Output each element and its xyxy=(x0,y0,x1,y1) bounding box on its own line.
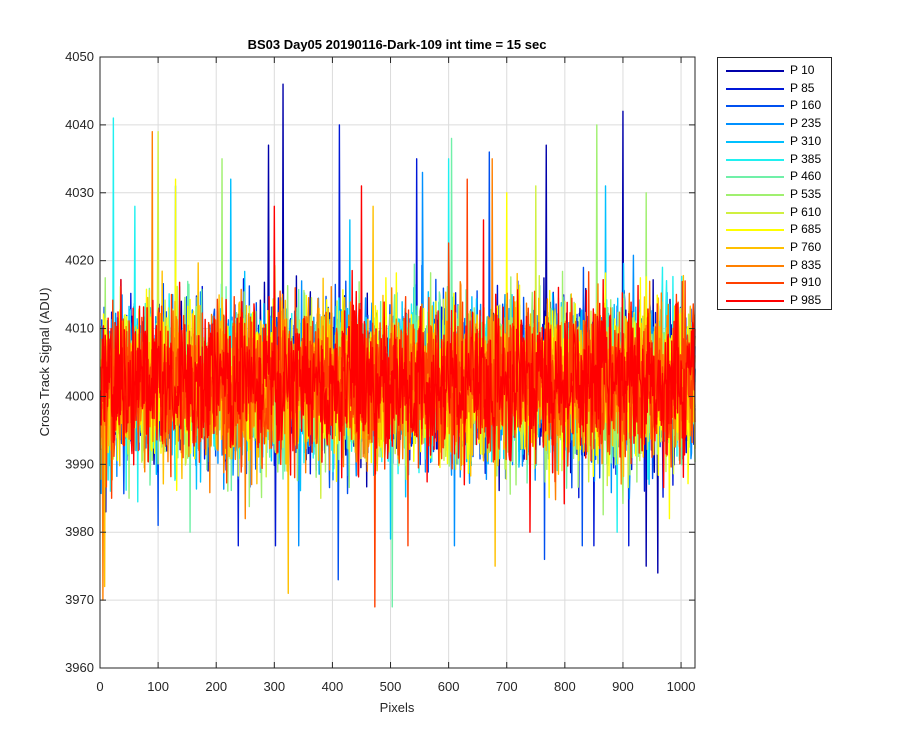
legend-item: P 385 xyxy=(724,151,828,168)
legend-label: P 235 xyxy=(790,116,822,131)
x-tick-label: 800 xyxy=(554,679,576,694)
legend-item: P 85 xyxy=(724,80,828,97)
x-tick-label: 1000 xyxy=(667,679,696,694)
legend-swatch xyxy=(726,70,784,72)
legend-label: P 760 xyxy=(790,240,822,254)
legend-item: P 985 xyxy=(724,292,828,309)
legend-swatch xyxy=(726,158,784,161)
series-line-p-985 xyxy=(99,185,696,533)
y-tick-label: 3970 xyxy=(65,592,94,607)
legend-item: P 535 xyxy=(724,186,828,203)
legend-label: P 460 xyxy=(790,169,822,184)
x-tick-label: 100 xyxy=(147,679,169,694)
legend-swatch xyxy=(726,247,784,249)
x-tick-label: 0 xyxy=(96,679,103,694)
y-tick-label: 3980 xyxy=(65,524,94,539)
legend-swatch xyxy=(726,300,784,303)
x-tick-label: 300 xyxy=(263,679,285,694)
x-tick-label: 500 xyxy=(380,679,402,694)
legend-swatch xyxy=(726,105,784,108)
legend-swatch xyxy=(726,176,784,179)
legend-label: P 310 xyxy=(790,133,822,148)
legend-item: P 310 xyxy=(724,133,828,150)
legend-item: P 910 xyxy=(724,274,828,291)
series-line-p-910 xyxy=(99,178,696,608)
legend-swatch xyxy=(726,211,784,214)
legend-label: P 10 xyxy=(790,63,815,77)
legend-label: P 685 xyxy=(790,222,822,237)
x-tick-label: 900 xyxy=(612,679,634,694)
legend-label: P 835 xyxy=(790,257,822,272)
x-axis-label: Pixels xyxy=(380,700,415,715)
legend-item: P 760 xyxy=(724,239,828,256)
y-tick-label: 4050 xyxy=(65,49,94,64)
legend-item: P 10 xyxy=(724,62,828,79)
y-tick-label: 4030 xyxy=(65,185,94,200)
legend-swatch xyxy=(726,123,784,126)
y-tick-label: 3990 xyxy=(65,456,94,471)
legend-label: P 910 xyxy=(790,275,822,290)
legend-item: P 835 xyxy=(724,257,828,274)
x-tick-label: 400 xyxy=(322,679,344,694)
legend-item: P 610 xyxy=(724,204,828,221)
legend-label: P 985 xyxy=(790,293,822,308)
axis-ticks xyxy=(99,56,695,669)
x-tick-label: 700 xyxy=(496,679,518,694)
legend-swatch xyxy=(726,264,784,267)
legend-label: P 535 xyxy=(790,186,822,201)
x-tick-label: 600 xyxy=(438,679,460,694)
legend-label: P 85 xyxy=(790,80,815,95)
legend-swatch xyxy=(726,140,784,143)
y-tick-label: 4020 xyxy=(65,253,94,268)
y-tick-label: 4040 xyxy=(65,117,94,132)
legend-label: P 160 xyxy=(790,98,822,113)
y-axis-label: Cross Track Signal (ADU) xyxy=(37,288,52,437)
x-tick-label: 200 xyxy=(205,679,227,694)
y-tick-label: 4000 xyxy=(65,388,94,403)
y-tick-label: 4010 xyxy=(65,321,94,336)
y-tick-label: 3960 xyxy=(65,660,94,675)
chart-title: BS03 Day05 20190116-Dark-109 int time = … xyxy=(248,37,547,52)
legend-item: P 235 xyxy=(724,115,828,132)
axes-box xyxy=(99,56,696,669)
legend-item: P 160 xyxy=(724,97,828,114)
legend-item: P 460 xyxy=(724,168,828,185)
legend-swatch xyxy=(726,282,784,285)
legend-swatch xyxy=(726,193,784,196)
legend-swatch xyxy=(726,87,784,90)
legend-item: P 685 xyxy=(724,221,828,238)
legend-label: P 610 xyxy=(790,204,822,219)
series-lines xyxy=(99,83,696,608)
legend-swatch xyxy=(726,229,784,232)
legend: P 10 P 85 P 160 P 235 P 310 P 385 P 460 P 535 P … xyxy=(717,57,832,310)
x-tick-labels: 0 100 200 300 400 500 600 700 800 900 1000 xyxy=(96,679,695,694)
legend-label: P 385 xyxy=(790,151,822,166)
y-tick-labels: 3960 3970 3980 3990 4000 4010 4020 4030 4040 4050 xyxy=(65,49,94,675)
